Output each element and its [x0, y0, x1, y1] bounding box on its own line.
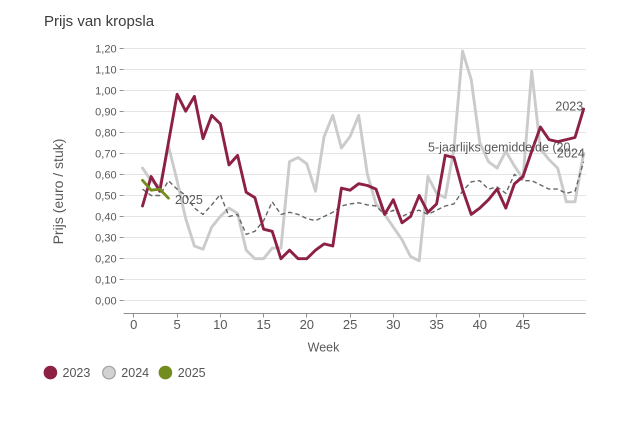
svg-text:Week: Week [308, 341, 340, 355]
svg-text:0: 0 [130, 317, 137, 332]
svg-text:2025: 2025 [175, 193, 203, 207]
svg-text:Prijs (euro / stuk): Prijs (euro / stuk) [50, 139, 66, 245]
svg-text:0,80: 0,80 [95, 128, 116, 140]
svg-text:2023: 2023 [63, 366, 91, 380]
svg-text:0,60: 0,60 [95, 170, 116, 182]
svg-text:2025: 2025 [178, 366, 206, 380]
svg-text:5: 5 [173, 317, 180, 332]
svg-text:30: 30 [386, 317, 400, 332]
svg-text:0,50: 0,50 [95, 191, 116, 203]
svg-text:1,20: 1,20 [95, 44, 116, 56]
svg-text:0,40: 0,40 [95, 212, 116, 224]
svg-text:0,70: 0,70 [95, 149, 116, 161]
svg-text:0,90: 0,90 [95, 107, 116, 119]
svg-text:15: 15 [256, 317, 270, 332]
svg-text:0,30: 0,30 [95, 233, 116, 245]
svg-text:40: 40 [473, 317, 487, 332]
svg-text:25: 25 [343, 317, 357, 332]
svg-text:0,10: 0,10 [95, 275, 116, 287]
svg-text:1,10: 1,10 [95, 65, 116, 77]
svg-text:0,20: 0,20 [95, 254, 116, 266]
svg-text:45: 45 [516, 317, 530, 332]
svg-text:5-jaarlijks gemiddelde (20…: 5-jaarlijks gemiddelde (20… [428, 141, 583, 155]
svg-text:35: 35 [429, 317, 443, 332]
svg-text:0,00: 0,00 [95, 296, 116, 308]
svg-text:2024: 2024 [121, 366, 149, 380]
svg-text:10: 10 [213, 317, 227, 332]
svg-text:Prijs van kropsla: Prijs van kropsla [44, 13, 155, 30]
svg-text:20: 20 [300, 317, 314, 332]
svg-text:1,00: 1,00 [95, 86, 116, 98]
svg-text:2023: 2023 [555, 100, 583, 114]
svg-text:2024: 2024 [557, 147, 585, 161]
